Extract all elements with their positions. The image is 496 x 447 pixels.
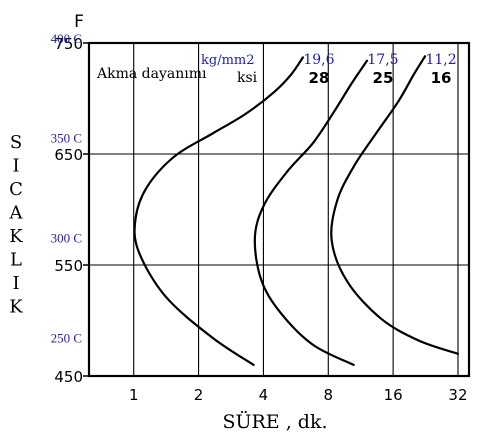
celsius-label: 400 C	[51, 31, 82, 46]
series-line-25	[253, 59, 369, 366]
y-axis-title-letter: I	[12, 156, 19, 177]
celsius-label: 300 C	[51, 231, 82, 246]
y-axis-title-letter: K	[9, 297, 23, 318]
x-tick-label: 4	[259, 386, 269, 404]
y-axis-title-letter: L	[10, 250, 22, 271]
y-tick-label: 450	[54, 368, 83, 386]
series-metric-label-16: 11,2	[425, 52, 456, 68]
y-axis-title-letter: A	[9, 203, 24, 224]
series-line-28	[133, 56, 304, 366]
celsius-label: 350 C	[51, 131, 82, 146]
series-line-16	[330, 55, 460, 355]
yield-strength-label: Akma dayanımı	[96, 66, 207, 82]
celsius-label: 250 C	[51, 330, 82, 345]
series-label-28: 28	[308, 69, 329, 87]
y-axis-title-letter: C	[9, 179, 23, 200]
celsius-labels: 400 C 350 C 300 C 250 C	[51, 31, 82, 346]
y-tick-labels: 750 650 550 450	[54, 35, 83, 386]
y-axis-title-letter: S	[10, 132, 22, 153]
y-axis-title-letter: K	[9, 226, 23, 247]
series-metric-label-25: 17,5	[367, 52, 398, 68]
series-label-25: 25	[373, 69, 394, 87]
y-tick-label: 750	[54, 35, 83, 53]
x-tick-label: 32	[448, 386, 467, 404]
y-tick-label: 550	[54, 257, 83, 275]
x-tick-label: 1	[129, 386, 139, 404]
y-tick-label: 650	[54, 146, 83, 164]
x-axis-title: SÜRE , dk.	[222, 410, 327, 433]
x-tick-labels: 1 2 4 8 16 32	[129, 386, 468, 404]
grid-lines	[83, 42, 469, 377]
x-tick-label: 16	[384, 386, 403, 404]
x-tick-label: 2	[194, 386, 204, 404]
y-axis-title-letter: I	[12, 273, 19, 294]
imperial-unit-label: ksi	[237, 70, 258, 86]
y-unit-label: F	[74, 12, 84, 32]
plot-frame	[87, 41, 471, 378]
series-lines	[133, 55, 460, 366]
x-tick-label: 8	[324, 386, 334, 404]
series-metric-label-28: 19,6	[303, 52, 334, 68]
series-label-16: 16	[431, 69, 452, 87]
metric-unit-label: kg/mm2	[201, 53, 255, 68]
